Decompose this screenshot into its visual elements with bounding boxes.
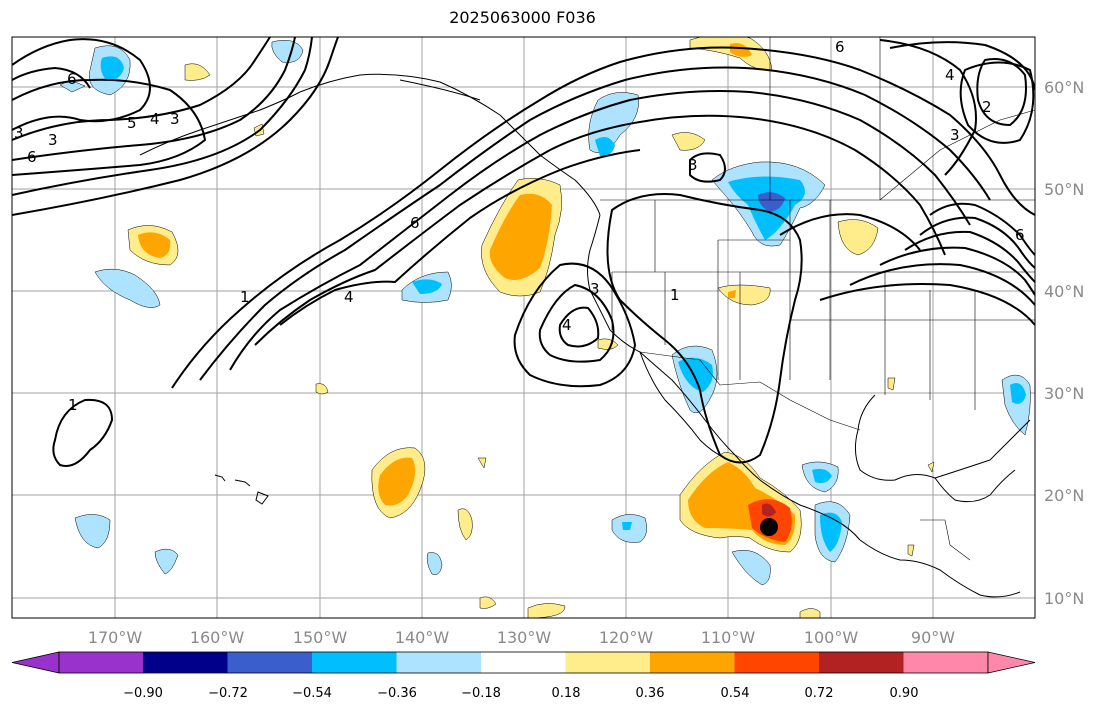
colorbar-segment	[396, 652, 481, 673]
colorbar-tick: −0.90	[123, 686, 163, 701]
colorbar-segment	[819, 652, 904, 673]
colorbar-tick: −0.54	[292, 686, 332, 701]
colorbar-segment	[734, 652, 819, 673]
contour-label: 1	[240, 288, 250, 306]
colorbar-segment	[227, 652, 312, 673]
lon-label: 120°W	[599, 628, 654, 647]
map-title: 2025063000 F036	[449, 8, 596, 27]
contour-label: 6	[67, 70, 77, 88]
longitude-labels: 170°W 160°W 150°W 140°W 130°W 120°W 110°…	[88, 628, 955, 647]
lon-label: 130°W	[497, 628, 552, 647]
storm-center-marker	[760, 518, 778, 536]
contour-label: 4	[945, 66, 955, 84]
lon-label: 170°W	[88, 628, 143, 647]
colorbar-segment	[312, 652, 397, 673]
latitude-labels: 60°N 50°N 40°N 30°N 20°N 10°N	[1044, 78, 1084, 608]
lat-label: 30°N	[1044, 384, 1084, 403]
colorbar-tick: −0.36	[377, 686, 417, 701]
lon-label: 140°W	[395, 628, 450, 647]
lon-label: 90°W	[911, 628, 955, 647]
contour-label: 3	[688, 156, 698, 174]
contour-label: 1	[68, 396, 78, 414]
colorbar-extend-low	[11, 651, 60, 674]
lat-label: 60°N	[1044, 78, 1084, 97]
contour-label: 6	[1015, 226, 1025, 244]
colorbar-segment	[481, 652, 566, 673]
colorbar-tick: −0.72	[208, 686, 248, 701]
lon-label: 160°W	[190, 628, 245, 647]
colorbar-segment	[143, 652, 228, 673]
contour-label: 6	[410, 214, 420, 232]
contour-lines	[12, 37, 1035, 467]
lat-label: 10°N	[1044, 589, 1084, 608]
colorbar-tick-labels: −0.90 −0.72 −0.54 −0.36 −0.18 0.18 0.36 …	[123, 686, 918, 701]
colorbar-segment	[565, 652, 650, 673]
map-frame	[11, 36, 1036, 619]
colorbar-extend-high	[987, 651, 1036, 674]
lat-label: 40°N	[1044, 282, 1084, 301]
colorbar-tick: 0.36	[636, 686, 665, 701]
colorbar-segment	[903, 652, 988, 673]
contour-label: 3	[950, 126, 960, 144]
contour-label: 5	[127, 114, 137, 132]
contour-label: 6	[27, 148, 37, 166]
contour-label: 3	[48, 131, 58, 149]
lon-label: 110°W	[701, 628, 756, 647]
colorbar-tick: 0.72	[805, 686, 834, 701]
lon-label: 150°W	[293, 628, 348, 647]
colorbar-tick: 0.18	[552, 686, 581, 701]
lat-label: 50°N	[1044, 180, 1084, 199]
contour-label: 2	[982, 98, 992, 116]
contour-label: 3	[14, 124, 24, 142]
contour-label: 4	[150, 110, 160, 128]
contour-label: 4	[562, 316, 572, 334]
colorbar-tick: 0.54	[721, 686, 750, 701]
colorbar-segment	[59, 652, 143, 673]
contour-label: 3	[170, 110, 180, 128]
colorbar-segment	[650, 652, 735, 673]
lat-label: 20°N	[1044, 486, 1084, 505]
colorbar-tick: −0.18	[461, 686, 501, 701]
contour-label: 4	[344, 288, 354, 306]
negative-anomaly-shading	[59, 40, 1031, 586]
colorbar-tick: 0.90	[890, 686, 919, 701]
colorbar	[11, 651, 1036, 674]
lon-label: 100°W	[804, 628, 859, 647]
contour-value-labels: 6 3 4 5 3 6 3 1 4 6 3 4 1 3 6 1 2 3 4 6	[14, 38, 1025, 414]
contour-label: 6	[835, 38, 845, 56]
coastlines	[139, 73, 1031, 598]
contour-label: 1	[670, 286, 680, 304]
contour-label: 3	[590, 280, 600, 298]
